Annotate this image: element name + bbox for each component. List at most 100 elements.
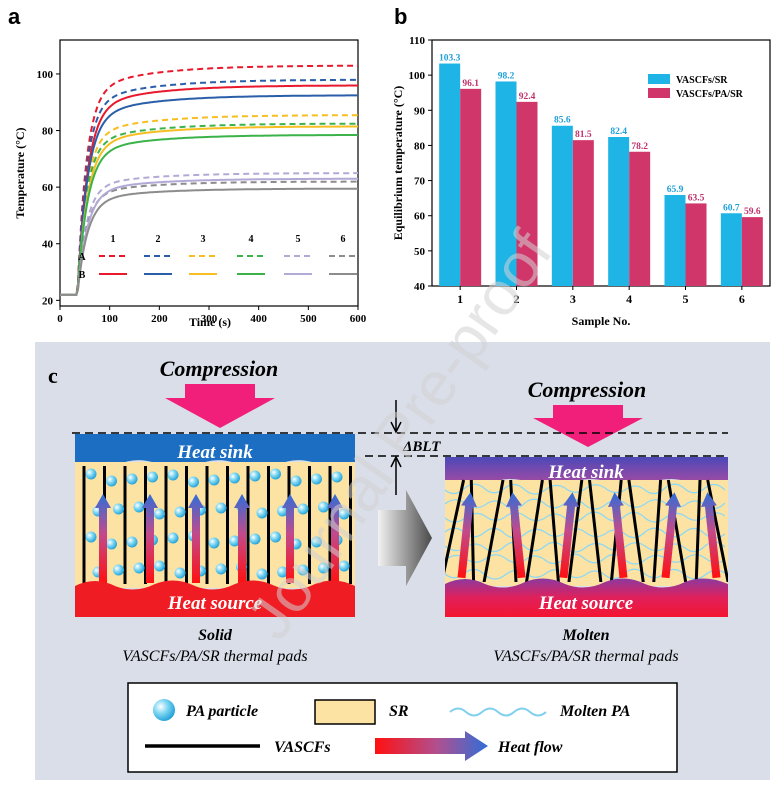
bar-vascfs-sr: [495, 81, 517, 286]
y-tick-label: 100: [409, 70, 426, 82]
pa-particle: [331, 471, 343, 483]
pa-particle: [126, 473, 138, 485]
pa-particle: [277, 566, 288, 578]
pa-particle: [147, 471, 158, 483]
vascf-fiber: [652, 479, 663, 582]
pa-particle: [133, 501, 145, 513]
heat-flow-arrow: [327, 494, 343, 583]
pa-particle: [229, 472, 240, 484]
legend-row-label: B: [79, 270, 86, 281]
bar-value-label: 85.6: [554, 116, 571, 126]
legend-heat-flow-label: Heat flow: [497, 739, 563, 756]
pa-particle: [318, 501, 329, 513]
chart-b: 40 50 60 70 80 90 100 110 1 2 3 4 5 6 103.3 96.1 98.2 92…: [391, 35, 771, 328]
heat-flow-arrow: [142, 494, 158, 583]
pa-particle: [208, 474, 220, 486]
heat-flow-arrow: [701, 492, 721, 579]
legend-sr-label: SR: [389, 703, 409, 720]
pa-particle: [85, 531, 97, 543]
legend-pa-particle-label: PA particle: [185, 703, 258, 720]
pa-particle: [154, 508, 165, 520]
heat-source-left-label: Heat source: [167, 593, 263, 614]
caption-left-line2: VASCFs/PA/SR thermal pads: [122, 648, 307, 665]
pa-particle: [133, 562, 145, 574]
pa-particle: [311, 536, 322, 548]
delta-blt-label: ΔBLT: [402, 439, 441, 455]
bar-value-label: 81.5: [575, 130, 592, 140]
vascf-fiber: [588, 479, 603, 582]
bar-value-label: 96.1: [462, 79, 479, 89]
legend-molten-pa-icon: [449, 707, 547, 717]
heat-flow-arrow: [234, 494, 250, 583]
legend-col-label: 1: [111, 234, 116, 245]
heat-sink-left: [75, 434, 355, 469]
chart-b-frame: [431, 39, 771, 287]
legend-col-label: 5: [296, 234, 301, 245]
legend-molten-pa-label: Molten PA: [559, 703, 631, 720]
delta-arrowhead-bottom: [390, 455, 402, 468]
heat-source-right-label: Heat source: [538, 593, 634, 614]
heat-flow-arrow: [608, 492, 628, 579]
heat-flow-arrow: [661, 492, 681, 579]
legend-pa-particle-icon: [153, 699, 175, 721]
molten-pa-strand: [445, 498, 726, 510]
series-line-B4: [60, 134, 358, 296]
x-tick-label: 200: [151, 313, 168, 325]
series-line-B1: [60, 84, 358, 296]
bar-vascfs-pa-sr: [516, 101, 538, 286]
pa-particle: [188, 476, 199, 488]
bar-value-label: 65.9: [667, 185, 684, 195]
heat-flow-arrow: [188, 494, 204, 583]
heat-source-right: [445, 578, 728, 617]
pa-particle: [106, 538, 117, 550]
bar-value-label: 63.5: [688, 193, 705, 203]
pa-particle: [229, 535, 240, 547]
molten-pa-strand: [445, 511, 726, 523]
y-tick-label: 70: [414, 176, 426, 188]
panel-label-b: b: [394, 4, 408, 29]
pa-particle: [167, 532, 179, 544]
legend-swatch-vascfs-sr: [648, 74, 670, 84]
bar-value-label: 98.2: [498, 71, 515, 81]
legend-sr-swatch: [314, 699, 376, 725]
x-tick-label: 3: [570, 292, 576, 306]
pa-particle: [113, 503, 124, 515]
heat-source-left: [75, 580, 355, 617]
pa-particle: [215, 502, 227, 514]
pa-particle: [297, 564, 309, 576]
legend-col-label: 2: [156, 234, 161, 245]
pa-particle: [126, 536, 138, 548]
y-tick-label: 50: [414, 246, 426, 258]
pa-particle: [256, 568, 268, 580]
bar-vascfs-pa-sr: [629, 151, 651, 286]
legend-label-vascfs-sr: VASCFs/SR: [676, 75, 728, 86]
legend-col-label: 4: [249, 234, 254, 245]
transition-arrow: [378, 490, 432, 586]
pa-particle: [290, 475, 302, 487]
delta-arrowhead-top: [390, 421, 402, 434]
bar-vascfs-pa-sr: [741, 217, 763, 286]
vascf-fiber: [694, 479, 702, 582]
bar-value-label: 78.2: [631, 142, 648, 152]
pa-particle: [249, 470, 261, 482]
vascf-fiber: [445, 479, 466, 574]
bar-vascfs-sr: [551, 125, 573, 287]
heat-sink-right: [445, 457, 728, 488]
x-tick-label: 5: [683, 292, 689, 306]
y-tick-label: 20: [42, 295, 54, 307]
legend-vascfs-label: VASCFs: [274, 739, 331, 756]
vascf-fiber: [567, 479, 584, 582]
series-line-B3: [60, 125, 358, 296]
pa-particle: [215, 563, 227, 575]
series-line-A1: [60, 64, 358, 296]
series-line-A5: [60, 172, 358, 296]
chart-a-ylabel: Temperature (°C): [13, 127, 27, 218]
heat-sink-right-label: Heat sink: [547, 462, 624, 483]
legend-col-label: 3: [201, 234, 206, 245]
legend-swatch-vascfs-pa-sr: [648, 88, 670, 98]
pa-particle: [277, 505, 288, 517]
y-tick-label: 80: [414, 140, 426, 152]
pa-particle: [174, 567, 186, 579]
chart-a-xlabel: Time (s): [189, 315, 231, 329]
